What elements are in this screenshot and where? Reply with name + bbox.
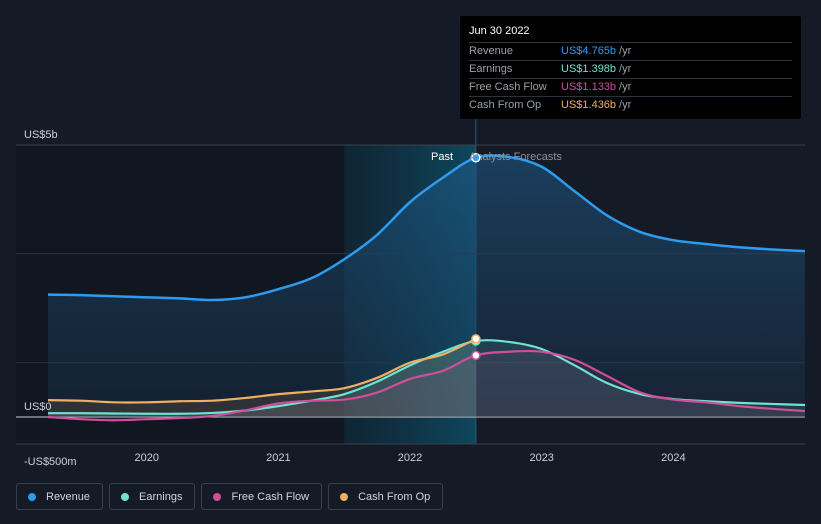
series-markers [471,153,481,361]
tooltip-label: Free Cash Flow [469,81,547,93]
legend-label: Revenue [46,490,91,503]
cash-from-op-area [48,338,476,417]
x-tick-label: 2020 [134,452,158,464]
legend-dot-icon [28,492,36,501]
tooltip-unit: /yr [619,63,632,75]
tooltip-label: Earnings [469,63,513,75]
series-lines [47,154,806,422]
tooltip-row-earnings: Earnings US$1.398b /yr [469,61,792,79]
legend-dot-icon [340,492,349,501]
revenue-marker [471,153,481,163]
tooltip-date: Jun 30 2022 [469,25,792,43]
x-tick-label: 2021 [266,452,290,464]
tooltip-label: Cash From Op [469,99,542,111]
y-tick-label: -US$500m [24,456,77,468]
y-tick-label: US$0 [24,401,52,413]
free-cash-flow-line [47,349,806,422]
x-tick-label: 2023 [529,452,553,464]
forecast-label: Analysts Forecasts [469,151,562,163]
x-axis: 2020 2021 2022 2023 2024 [134,452,685,464]
tooltip-row-cash-from-op: Cash From Op US$1.436b /yr [469,97,792,114]
y-tick-label: US$5b [24,129,58,141]
legend-label: Earnings [139,490,183,503]
cash-from-op-line [47,337,477,404]
legend-label: Free Cash Flow [231,490,310,503]
revenue-line [47,154,806,302]
tooltip-label: Revenue [469,45,514,57]
earnings-area [48,340,805,417]
legend-item-earnings[interactable]: Earnings [109,483,196,510]
tooltip-value: US$4.765b [561,45,617,57]
chart-legend: Revenue Earnings Free Cash Flow Cash Fro… [16,483,444,510]
tooltip-value: US$1.398b [561,63,617,75]
tooltip-row-revenue: Revenue US$4.765b /yr [469,43,792,61]
data-tooltip: Jun 30 2022 Revenue US$4.765b /yr Earnin… [460,16,801,119]
x-tick-label: 2022 [398,452,422,464]
tooltip-row-free-cash-flow: Free Cash Flow US$1.133b /yr [469,79,792,97]
free-cash-flow-marker [471,350,481,361]
past-label: Past [431,151,453,163]
tooltip-unit: /yr [619,81,632,93]
legend-item-free-cash-flow[interactable]: Free Cash Flow [201,483,323,510]
y-axis: US$5b US$0 -US$500m [24,129,77,468]
legend-item-revenue[interactable]: Revenue [16,483,104,510]
legend-dot-icon [213,492,222,501]
tooltip-unit: /yr [619,45,632,57]
legend-dot-icon [121,492,130,501]
free-cash-flow-area [48,350,805,421]
tooltip-value: US$1.436b [561,99,617,111]
tooltip-value: US$1.133b [561,81,617,93]
legend-item-cash-from-op[interactable]: Cash From Op [328,483,444,510]
tooltip-unit: /yr [619,99,632,111]
legend-label: Cash From Op [358,490,431,503]
cash-from-op-marker [471,334,481,344]
x-tick-label: 2024 [661,452,685,464]
